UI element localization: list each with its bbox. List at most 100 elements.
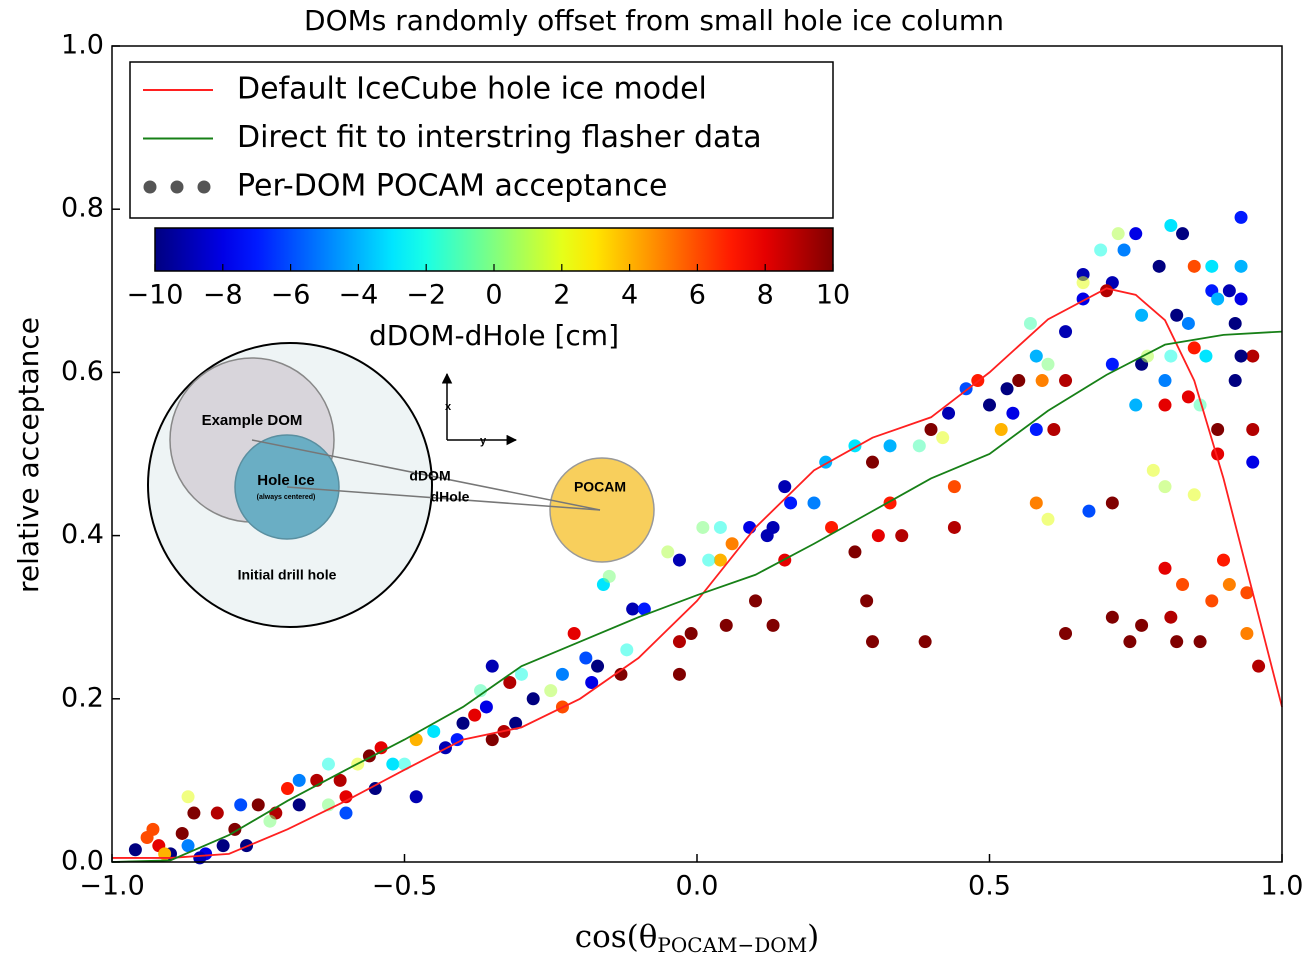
y-tick-label: 1.0 — [61, 30, 104, 61]
data-point — [479, 700, 493, 714]
data-point — [866, 635, 879, 649]
colorbar-tick-label: −10 — [127, 280, 184, 311]
data-point — [1029, 423, 1043, 437]
colorbar-tick-label: −8 — [203, 280, 243, 311]
ddom-label: dDOM — [409, 468, 450, 484]
hole-ice-label: Hole Ice — [257, 472, 315, 489]
data-point — [749, 594, 762, 608]
data-point — [1041, 357, 1055, 371]
data-point — [1187, 259, 1201, 273]
y-tick-label: 0.8 — [61, 193, 104, 224]
inset-diagram: x y Example DOM Hole Ice (always centere… — [147, 342, 655, 628]
data-point — [866, 455, 879, 469]
data-point — [1029, 496, 1043, 510]
data-point — [1211, 423, 1225, 437]
data-point — [1152, 259, 1166, 273]
data-point — [942, 406, 956, 420]
data-point — [1170, 308, 1184, 322]
legend-marker — [170, 180, 184, 194]
data-point — [1205, 594, 1219, 608]
y-tick-label: 0.2 — [61, 682, 104, 713]
data-point — [1059, 627, 1073, 641]
data-point — [251, 798, 265, 812]
data-point — [234, 798, 248, 812]
dhole-label: dHole — [431, 489, 470, 505]
colorbar-tick-label: 2 — [553, 280, 570, 311]
data-point — [825, 520, 839, 534]
data-point — [936, 431, 950, 445]
data-point — [713, 553, 727, 567]
data-point — [368, 782, 382, 796]
data-point — [210, 806, 224, 820]
data-point — [1234, 349, 1248, 363]
colorbar-tick-label: −2 — [406, 280, 446, 311]
data-point — [591, 659, 605, 673]
data-point — [339, 806, 353, 820]
x-label-sub: POCAM−DOM — [657, 933, 807, 957]
data-point — [994, 423, 1008, 437]
colorbar-label: dDOM-dHole [cm] — [369, 319, 619, 352]
data-point — [175, 826, 189, 840]
data-point — [409, 790, 423, 804]
data-point — [713, 520, 727, 534]
data-point — [1240, 627, 1254, 641]
data-point — [1246, 455, 1260, 469]
data-point — [468, 708, 482, 722]
data-point — [485, 659, 499, 673]
data-point — [1129, 227, 1143, 241]
data-point — [1228, 374, 1242, 388]
data-point — [1199, 349, 1213, 363]
data-point — [1082, 504, 1096, 518]
data-point — [626, 602, 640, 616]
data-point — [544, 684, 558, 698]
data-point — [1252, 659, 1266, 673]
data-point — [602, 569, 616, 583]
data-point — [181, 839, 195, 853]
data-point — [1187, 341, 1201, 355]
data-point — [1023, 316, 1037, 330]
data-point — [1105, 610, 1119, 624]
dhole-line — [286, 486, 601, 511]
data-point — [661, 545, 675, 559]
data-point — [398, 757, 411, 771]
colorbar-tick-label: 4 — [621, 280, 638, 311]
data-point — [702, 553, 716, 567]
data-point — [784, 496, 798, 510]
data-point — [871, 529, 885, 543]
data-point — [684, 627, 698, 641]
axis-label: y — [480, 435, 487, 447]
dom-label: Example DOM — [202, 412, 303, 429]
data-point — [456, 716, 470, 730]
data-point — [672, 553, 686, 567]
colorbar-tick-label: −4 — [338, 280, 378, 311]
data-point — [1047, 423, 1061, 437]
data-point — [216, 839, 230, 853]
data-point — [1181, 316, 1195, 330]
model-line — [112, 287, 1283, 859]
data-point — [924, 423, 938, 437]
data-point — [450, 733, 464, 747]
data-point — [1240, 586, 1254, 600]
data-point — [1041, 512, 1055, 526]
data-point — [515, 667, 528, 681]
x-tick-label: 0.0 — [676, 871, 719, 902]
data-point — [1246, 423, 1260, 437]
data-point — [1234, 210, 1248, 224]
legend-box — [129, 61, 834, 219]
data-point — [1105, 357, 1119, 371]
data-point — [1059, 374, 1073, 388]
colorbar-tick-label: 6 — [689, 280, 706, 311]
data-point — [1176, 227, 1190, 241]
data-point — [1146, 463, 1160, 477]
plot-area — [111, 210, 1283, 865]
legend: Default IceCube hole ice model Direct fit… — [129, 61, 834, 219]
x-tick-label: 1.0 — [1261, 871, 1304, 902]
data-point — [918, 635, 932, 649]
data-point — [555, 667, 569, 681]
data-point — [292, 798, 306, 812]
data-point — [1029, 349, 1043, 363]
chart-title: DOMs randomly offset from small hole ice… — [304, 4, 1004, 37]
data-point — [1158, 398, 1172, 412]
data-point — [947, 480, 961, 494]
